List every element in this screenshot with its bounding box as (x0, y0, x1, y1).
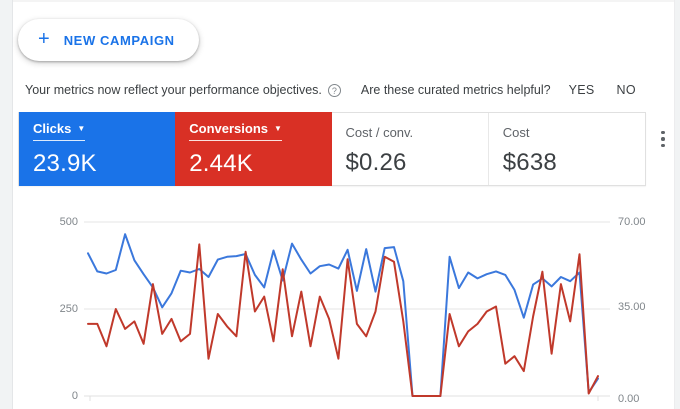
right-scroll-gutter[interactable] (674, 0, 680, 409)
left-axis-tick: 0 (72, 390, 78, 402)
plus-icon: + (38, 28, 50, 50)
scorecard-value: $638 (502, 149, 557, 176)
scorecard-conversions-header[interactable]: Conversions ▼ (189, 121, 282, 141)
top-divider (13, 0, 674, 2)
kebab-menu-icon (661, 137, 665, 141)
yes-button[interactable]: YES (568, 83, 595, 97)
right-axis-tick: 35.00 (618, 301, 646, 313)
scorecard-label: Cost (502, 125, 530, 140)
scorecard-cost-per-conv[interactable]: Cost / conv. $0.26 (332, 113, 488, 185)
scorecard-row: Clicks ▼ 23.9K Conversions ▼ 2.44K Cost … (18, 112, 646, 186)
kebab-menu-icon (661, 143, 665, 148)
new-campaign-button[interactable]: + NEW CAMPAIGN (18, 19, 199, 61)
new-campaign-label: NEW CAMPAIGN (63, 32, 175, 48)
scorecard-label: Conversions (189, 121, 268, 136)
scorecard-value: 2.44K (189, 150, 253, 177)
scorecard-clicks-header[interactable]: Clicks ▼ (33, 121, 86, 141)
chevron-down-icon: ▼ (77, 123, 86, 133)
help-icon[interactable]: ? (327, 83, 341, 97)
clicks-line (87, 233, 599, 397)
chart-svg: 500 250 0 70.00 35.00 0.00 (60, 216, 646, 405)
scorecard-clicks[interactable]: Clicks ▼ 23.9K (19, 112, 176, 186)
right-axis-tick: 0.00 (618, 393, 639, 405)
scorecard-value: $0.26 (345, 149, 407, 176)
chevron-down-icon: ▼ (274, 123, 282, 133)
left-axis-tick: 500 (60, 216, 78, 228)
right-axis-tick: 70.00 (618, 216, 646, 228)
scorecard-value: 23.9K (33, 150, 97, 177)
notice-text: Your metrics now reflect your performanc… (25, 83, 322, 97)
left-nav-edge (0, 0, 13, 409)
scorecard-cost[interactable]: Cost $638 (487, 113, 645, 185)
left-axis-tick: 250 (60, 303, 78, 315)
scorecard-label: Cost / conv. (345, 125, 414, 140)
conversions-line (87, 243, 599, 397)
scorecard-conversions[interactable]: Conversions ▼ 2.44K (175, 112, 332, 186)
feedback-question: Are these curated metrics helpful? (360, 83, 551, 97)
kebab-menu-icon (661, 130, 665, 135)
metrics-notice-bar: Your metrics now reflect your performanc… (25, 83, 658, 97)
no-button[interactable]: NO (616, 83, 636, 97)
overflow-menu-button[interactable] (653, 122, 673, 156)
performance-chart: 500 250 0 70.00 35.00 0.00 (0, 200, 680, 409)
scorecard-label: Clicks (33, 121, 72, 136)
